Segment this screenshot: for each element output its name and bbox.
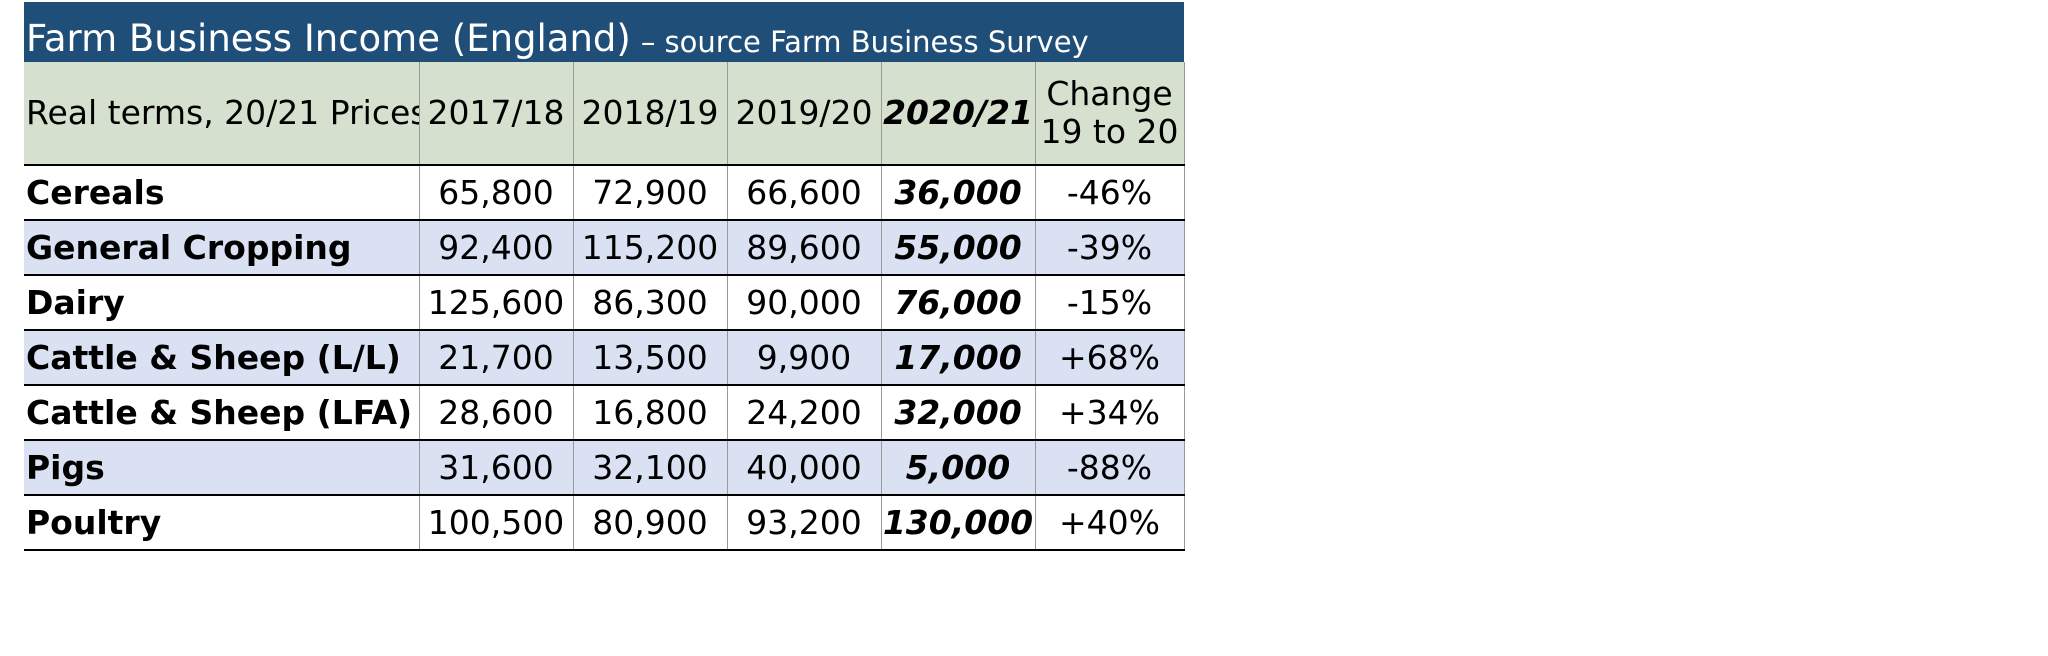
row-label-cell: General Cropping [24,219,419,275]
table-title: Farm Business Income (England) [26,17,631,61]
change-cell: +68% [1034,329,1185,385]
value-cell: 24,200 [726,384,881,440]
value-cell: 28,600 [418,384,573,440]
value-cell: 92,400 [418,219,573,275]
table-body: Cereals 65,800 72,900 66,600 36,000 -46%… [24,164,1185,551]
row-label-cell: Poultry [24,494,419,551]
row-label-cell: Cattle & Sheep (L/L) [24,329,419,385]
value-cell-current-year: 36,000 [880,164,1035,220]
value-cell: 13,500 [572,329,727,385]
change-cell: +40% [1034,494,1185,551]
value-cell-current-year: 17,000 [880,329,1035,385]
table-row: Cattle & Sheep (L/L) 21,700 13,500 9,900… [24,329,1185,385]
value-cell-current-year: 76,000 [880,274,1035,330]
change-cell: -15% [1034,274,1185,330]
header-year-cell: 2017/18 [418,62,573,165]
value-cell-current-year: 5,000 [880,439,1035,495]
table-row: Cattle & Sheep (LFA) 28,600 16,800 24,20… [24,384,1185,440]
header-change-line1: Change [1046,74,1173,114]
header-label-cell: Real terms, 20/21 Prices [26,93,419,133]
value-cell: 86,300 [572,274,727,330]
value-cell: 65,800 [418,164,573,220]
value-cell-current-year: 130,000 [880,494,1035,551]
farm-income-table: Real terms, 20/21 Prices 2017/18 2018/19… [24,62,1185,551]
farm-income-table-block: Farm Business Income (England) – source … [24,2,1185,551]
table-subtitle-source: – source Farm Business Survey [640,25,1089,60]
row-label-cell: Pigs [24,439,419,495]
table-row: Dairy 125,600 86,300 90,000 76,000 -15% [24,274,1185,330]
value-cell: 100,500 [418,494,573,551]
header-row: Real terms, 20/21 Prices 2017/18 2018/19… [24,62,1185,165]
change-cell: +34% [1034,384,1185,440]
value-cell: 90,000 [726,274,881,330]
change-cell: -39% [1034,219,1185,275]
value-cell-current-year: 32,000 [880,384,1035,440]
table-row: Cereals 65,800 72,900 66,600 36,000 -46% [24,164,1185,220]
change-cell: -46% [1034,164,1185,220]
header-year-cell-current: 2020/21 [880,62,1035,165]
value-cell: 16,800 [572,384,727,440]
header-change-line2: 19 to 20 [1040,112,1179,151]
header-year-cell: 2018/19 [572,62,727,165]
table-row: Poultry 100,500 80,900 93,200 130,000 +4… [24,494,1185,551]
value-cell: 31,600 [418,439,573,495]
value-cell: 80,900 [572,494,727,551]
value-cell: 9,900 [726,329,881,385]
value-cell: 93,200 [726,494,881,551]
table-row: Pigs 31,600 32,100 40,000 5,000 -88% [24,439,1185,495]
header-year-cell: 2019/20 [726,62,881,165]
value-cell: 21,700 [418,329,573,385]
value-cell-current-year: 55,000 [880,219,1035,275]
row-label-cell: Dairy [24,274,419,330]
value-cell: 66,600 [726,164,881,220]
value-cell: 89,600 [726,219,881,275]
value-cell: 125,600 [418,274,573,330]
table-row: General Cropping 92,400 115,200 89,600 5… [24,219,1185,275]
value-cell: 72,900 [572,164,727,220]
row-label-cell: Cereals [24,164,419,220]
header-change-cell: Change 19 to 20 [1034,62,1185,165]
change-cell: -88% [1034,439,1185,495]
row-label-cell: Cattle & Sheep (LFA) [24,384,419,440]
title-bar: Farm Business Income (England) – source … [24,2,1184,62]
value-cell: 32,100 [572,439,727,495]
value-cell: 40,000 [726,439,881,495]
value-cell: 115,200 [572,219,727,275]
